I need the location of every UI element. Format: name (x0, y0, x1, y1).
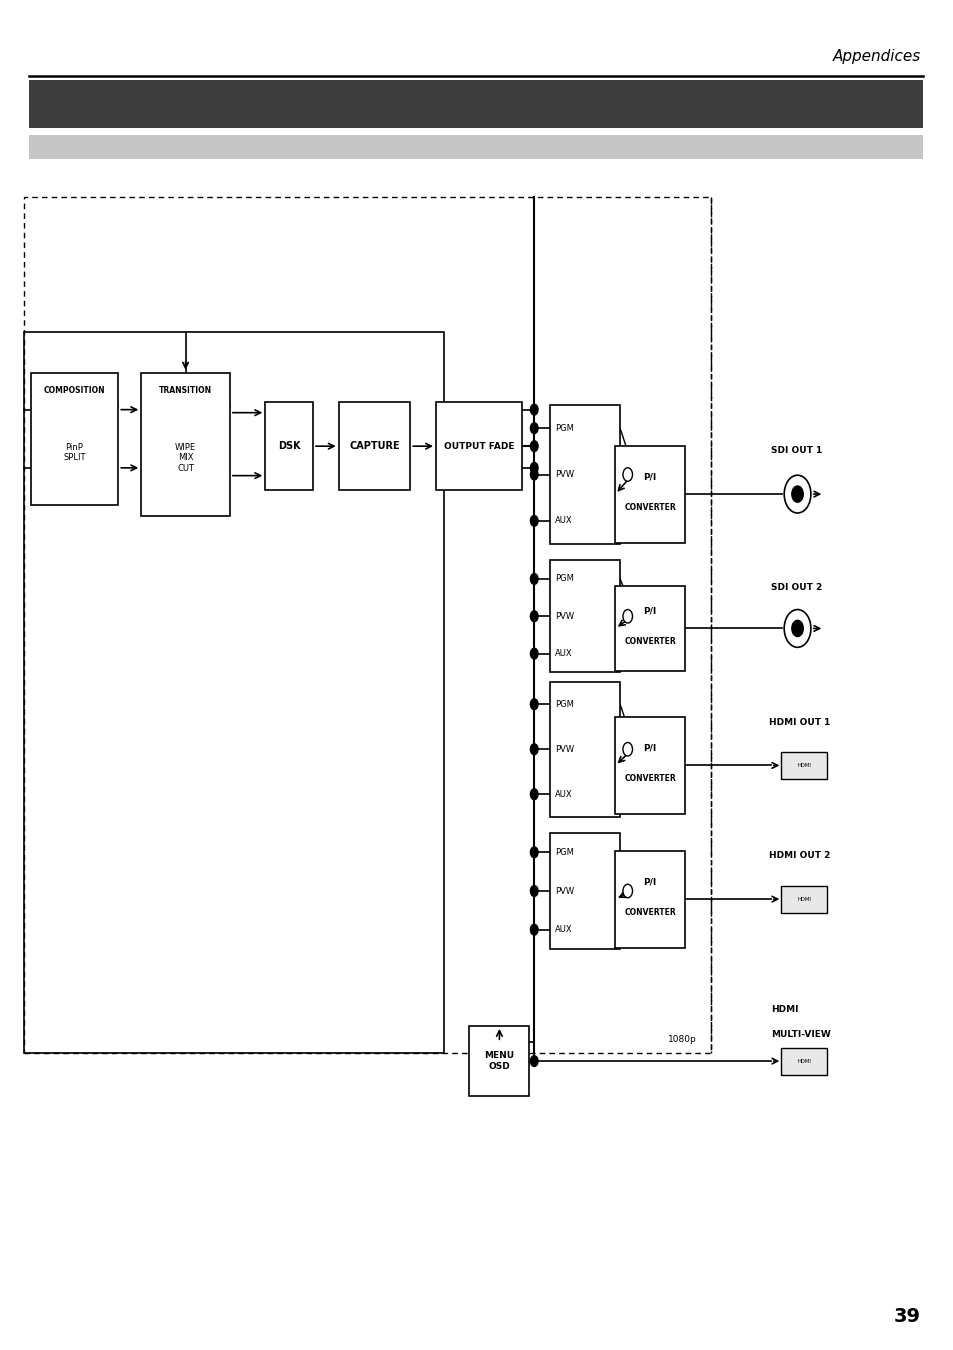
Text: PGM: PGM (555, 575, 574, 583)
Bar (141, 373, 230, 516)
Text: MULTI-VIEW: MULTI-VIEW (770, 1030, 830, 1038)
Bar (550, 833, 619, 949)
Circle shape (622, 884, 632, 898)
Text: HDMI: HDMI (797, 1058, 810, 1064)
Text: P/I: P/I (643, 606, 656, 616)
Bar (550, 405, 619, 544)
Bar (338, 402, 410, 490)
Circle shape (530, 788, 537, 799)
Bar (615, 850, 684, 948)
Text: WIPE
MIX
CUT: WIPE MIX CUT (174, 443, 196, 472)
Text: P/I: P/I (643, 744, 656, 752)
Text: P/I: P/I (643, 878, 656, 886)
Circle shape (530, 648, 537, 659)
Circle shape (530, 441, 537, 451)
Bar (30, 373, 118, 505)
Bar (615, 717, 684, 814)
Bar (615, 586, 684, 671)
Text: COMPOSITION: COMPOSITION (44, 386, 105, 394)
Text: MENU
OSD: MENU OSD (484, 1052, 514, 1071)
Circle shape (530, 516, 537, 526)
Text: HDMI OUT 2: HDMI OUT 2 (768, 852, 829, 860)
Circle shape (530, 423, 537, 433)
Text: HDMI: HDMI (770, 1006, 798, 1014)
Bar (469, 1026, 529, 1096)
Text: TRANSITION: TRANSITION (159, 386, 212, 394)
Text: AUX: AUX (555, 517, 572, 525)
Bar (24, 332, 443, 1053)
Text: CONVERTER: CONVERTER (623, 504, 676, 512)
Circle shape (530, 1056, 537, 1066)
Circle shape (791, 486, 802, 502)
Text: 39: 39 (893, 1307, 920, 1326)
Text: SDI OUT 2: SDI OUT 2 (770, 583, 821, 593)
Text: SDI OUT 1: SDI OUT 1 (770, 447, 821, 455)
Circle shape (530, 470, 537, 481)
Circle shape (622, 610, 632, 624)
Circle shape (783, 610, 810, 648)
Circle shape (791, 621, 802, 637)
Circle shape (530, 610, 537, 621)
Text: PGM: PGM (555, 424, 574, 433)
Text: PVW: PVW (555, 612, 574, 621)
Circle shape (530, 404, 537, 414)
Text: HDMI OUT 1: HDMI OUT 1 (768, 718, 829, 726)
Circle shape (530, 463, 537, 474)
Text: PinP
SPLIT: PinP SPLIT (63, 443, 86, 462)
Text: PGM: PGM (555, 848, 574, 857)
Text: OUTPUT FADE: OUTPUT FADE (443, 441, 514, 451)
Text: CONVERTER: CONVERTER (623, 909, 676, 917)
Text: PVW: PVW (555, 745, 574, 753)
Text: PGM: PGM (555, 699, 574, 709)
Circle shape (783, 475, 810, 513)
Bar (29, 135, 923, 159)
Bar (550, 560, 619, 672)
Bar (781, 1048, 826, 1075)
Text: DSK: DSK (277, 441, 300, 451)
Circle shape (530, 744, 537, 755)
Circle shape (530, 699, 537, 710)
Circle shape (622, 743, 632, 756)
Circle shape (530, 886, 537, 896)
Bar (24, 197, 710, 1053)
Text: CONVERTER: CONVERTER (623, 775, 676, 783)
Bar (265, 402, 313, 490)
Bar (781, 886, 826, 913)
Text: P/I: P/I (643, 472, 656, 481)
Bar (550, 682, 619, 817)
Text: HDMI: HDMI (797, 896, 810, 902)
Bar (29, 80, 923, 128)
Circle shape (530, 925, 537, 936)
Text: PVW: PVW (555, 887, 574, 895)
Bar (615, 446, 684, 543)
Bar (781, 752, 826, 779)
Text: AUX: AUX (555, 925, 572, 934)
Text: AUX: AUX (555, 649, 572, 659)
Circle shape (530, 846, 537, 857)
Text: AUX: AUX (555, 790, 572, 799)
Text: Appendices: Appendices (831, 49, 920, 65)
Circle shape (530, 574, 537, 585)
Circle shape (622, 468, 632, 482)
Text: PVW: PVW (555, 470, 574, 479)
Text: HDMI: HDMI (797, 763, 810, 768)
Text: CAPTURE: CAPTURE (349, 441, 399, 451)
Text: CONVERTER: CONVERTER (623, 637, 676, 647)
Text: 1080p: 1080p (667, 1035, 696, 1044)
Bar (436, 402, 521, 490)
